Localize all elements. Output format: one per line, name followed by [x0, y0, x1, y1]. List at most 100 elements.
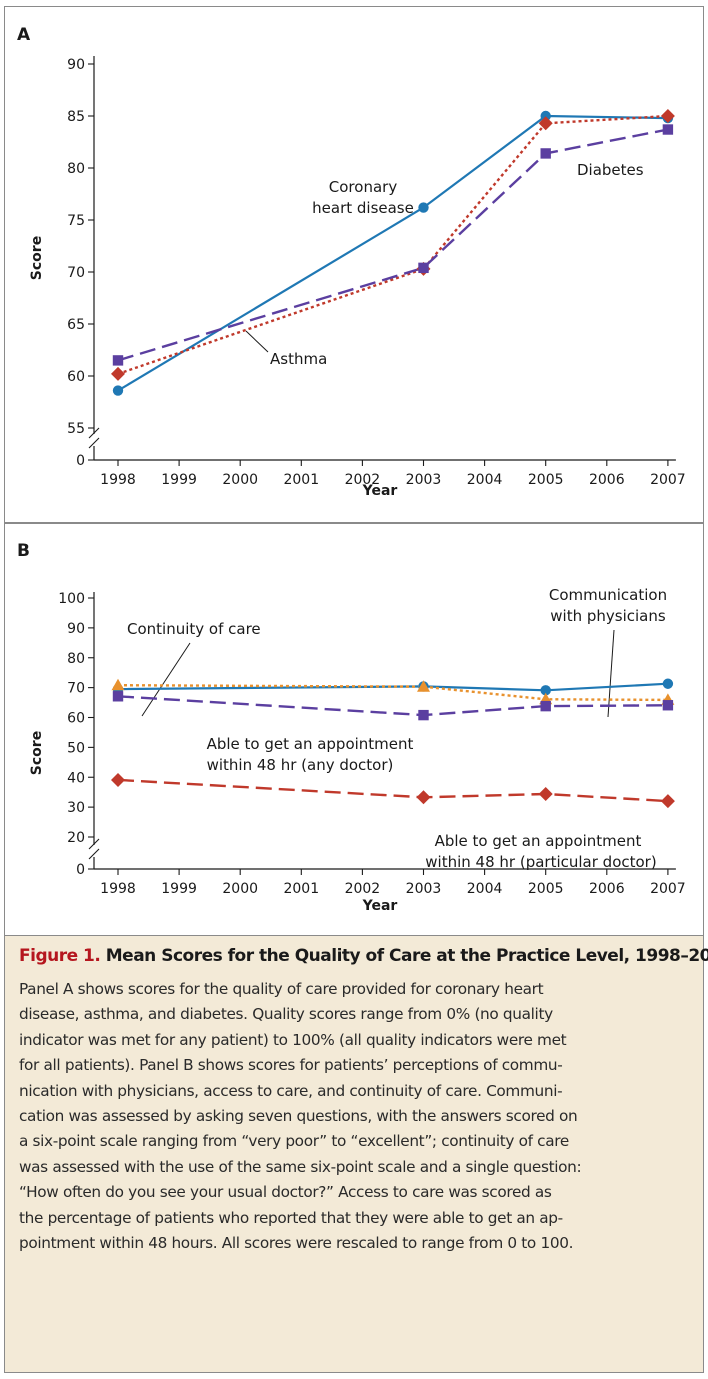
x-tick-label: 2001	[283, 472, 319, 488]
series-line	[117, 684, 668, 702]
caption-line: for all patients). Panel B shows scores …	[19, 1056, 563, 1075]
panel-b-communication-leader	[607, 629, 615, 718]
axis-break-mark	[88, 437, 100, 449]
y-tick-label: 60	[67, 711, 85, 727]
y-tick-label: 85	[67, 109, 85, 125]
data-point	[111, 678, 125, 691]
y-tick-label: 50	[67, 740, 85, 756]
x-tick-label: 2003	[406, 881, 442, 897]
panel-a-y-axis-label: Score	[29, 236, 45, 280]
caption: Figure 1. Mean Scores for the Quality of…	[4, 936, 708, 1373]
data-point	[662, 678, 674, 689]
chart-b: 0 20 30 40 50 60 70 80 90 100 1998 1999 2000 2001 2002…	[58, 591, 685, 897]
series-line	[117, 682, 668, 692]
y-tick-label: 60	[67, 369, 85, 385]
series-line	[117, 695, 668, 717]
x-tick-label: 2001	[283, 881, 319, 897]
y-tick-label: 40	[67, 770, 85, 786]
axis-break-mark	[88, 848, 100, 860]
figure-title: Mean Scores for the Quality of Care at t…	[105, 946, 708, 966]
panel-a-asthma-leader	[245, 330, 269, 353]
caption-line: cation was assessed by asking seven ques…	[19, 1107, 578, 1126]
y-tick-label: 90	[67, 621, 85, 637]
x-tick-label: 1999	[161, 472, 197, 488]
panel-b-annotation-particular-doctor-2: within 48 hr (particular doctor)	[425, 853, 656, 871]
panel-b-frame	[4, 523, 704, 936]
x-tick-label: 2005	[528, 881, 564, 897]
data-point	[418, 709, 429, 721]
caption-line: indicator was met for any patient) to 10…	[19, 1030, 567, 1049]
x-tick-label: 2002	[345, 881, 381, 897]
panel-a-frame	[4, 6, 704, 523]
panel-b-continuity-leader	[141, 642, 191, 717]
y-tick-label: 20	[67, 830, 85, 846]
caption-line: pointment within 48 hours. All scores we…	[19, 1234, 574, 1253]
data-point	[660, 794, 675, 809]
data-point	[660, 109, 675, 123]
y-tick-label: 70	[67, 681, 85, 697]
caption-title: Figure 1. Mean Scores for the Quality of…	[19, 946, 708, 966]
panel-b-label: B	[17, 541, 30, 561]
caption-line: Panel A shows scores for the quality of …	[19, 980, 544, 998]
x-tick-label: 2005	[528, 472, 564, 488]
caption-line: a six-point scale ranging from “very poo…	[19, 1132, 569, 1151]
series-line	[117, 114, 668, 376]
caption-body: Panel A shows scores for the quality of …	[19, 977, 707, 1256]
data-point	[112, 385, 124, 396]
panel-b-annotation-communication: Communication	[549, 586, 667, 604]
panel-a-annotation-diabetes: Diabetes	[577, 161, 644, 179]
series-line	[117, 778, 668, 803]
data-point	[538, 786, 553, 801]
x-tick-label: 2004	[467, 472, 503, 488]
caption-line: “How often do you see your usual doctor?…	[19, 1183, 552, 1202]
panel-b-annotation-communication-2: with physicians	[550, 607, 666, 625]
x-tick-label: 2003	[406, 472, 442, 488]
series-line	[117, 114, 668, 392]
x-tick-label: 1999	[161, 881, 197, 897]
figure-label: Figure 1.	[19, 946, 101, 966]
data-point	[112, 355, 124, 366]
panel-b-annotation-particular-doctor: Able to get an appointment	[435, 832, 642, 850]
x-tick-label: 1998	[100, 472, 136, 488]
y-tick-label: 90	[67, 57, 85, 73]
y-tick-label: 0	[76, 453, 85, 469]
axis-break-mark	[88, 427, 100, 439]
y-tick-label: 65	[67, 317, 85, 333]
panel-b-annotation-any-doctor-2: within 48 hr (any doctor)	[207, 756, 394, 774]
panel-a-annotation-chd: Coronary	[329, 178, 398, 196]
panel-a-label: A	[17, 25, 31, 45]
x-tick-label: 2007	[650, 881, 686, 897]
panel-b-y-axis-label: Score	[29, 731, 45, 775]
y-tick-label: 75	[67, 213, 85, 229]
y-tick-label: 80	[67, 651, 85, 667]
x-tick-label: 2006	[589, 472, 625, 488]
chart-a: 0 55 60 65 70 75 80 85 90 1998 1999 2000 2001 2002 200…	[67, 56, 686, 488]
data-point	[540, 685, 551, 696]
caption-line: nication with physicians, access to care…	[19, 1081, 563, 1100]
y-tick-label: 30	[67, 800, 85, 816]
panel-b-x-axis-label: Year	[362, 898, 398, 914]
charts-canvas: A Score Year Coronary heart disease Asth…	[17, 25, 686, 914]
data-point	[418, 202, 429, 213]
x-tick-label: 2007	[650, 472, 686, 488]
x-tick-label: 2004	[467, 881, 503, 897]
x-tick-label: 2000	[222, 881, 258, 897]
panel-a-annotation-chd-2: heart disease	[312, 199, 414, 217]
series-line	[117, 128, 669, 362]
y-tick-label: 100	[58, 591, 85, 607]
x-tick-label: 2000	[222, 472, 258, 488]
caption-line: was assessed with the use of the same si…	[19, 1157, 582, 1176]
y-tick-label: 0	[76, 862, 85, 878]
data-point	[540, 700, 551, 712]
panel-b-annotation-any-doctor: Able to get an appointment	[207, 735, 414, 753]
data-point	[540, 110, 551, 122]
panel-a-annotation-asthma: Asthma	[270, 350, 327, 368]
x-tick-label: 2002	[345, 472, 381, 488]
x-tick-label: 2006	[589, 881, 625, 897]
caption-line: the percentage of patients who reported …	[19, 1208, 563, 1227]
data-point	[112, 691, 124, 702]
data-point	[417, 680, 430, 692]
y-tick-label: 70	[67, 265, 85, 281]
x-tick-label: 1998	[100, 881, 136, 897]
